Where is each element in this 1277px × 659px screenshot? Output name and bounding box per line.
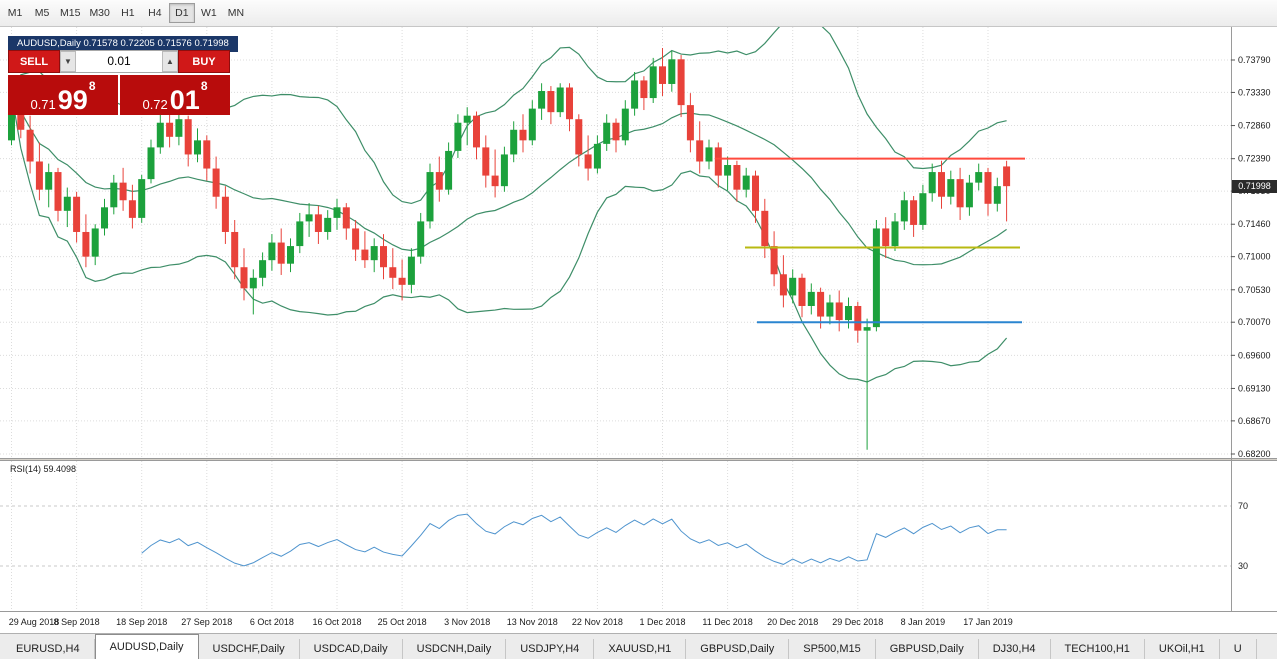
chart-window: 70300.737900.733300.728600.723900.719300… — [0, 27, 1277, 633]
grid-layer — [0, 27, 1231, 611]
timeframe-button-m15[interactable]: M15 — [56, 3, 84, 23]
buy-price-main: 01 — [169, 85, 200, 116]
price-scale-label: 0.68200 — [1238, 449, 1271, 459]
chart-tab-6-xauusd-h1[interactable]: XAUUSD,H1 — [594, 639, 687, 659]
date-axis-label: 18 Sep 2018 — [116, 617, 167, 627]
one-click-trading-panel: SELL ▼ 0.01 ▲ BUY 0.71 99 8 0.72 01 8 — [8, 50, 230, 115]
rsi-level-label-70: 70 — [1238, 501, 1248, 511]
timeframe-button-m1[interactable]: M1 — [2, 3, 28, 23]
price-scale-label: 0.71000 — [1238, 252, 1271, 262]
chart-tab-8-sp500-m15[interactable]: SP500,M15 — [789, 639, 876, 659]
timeframe-button-d1[interactable]: D1 — [168, 3, 195, 23]
price-scale-label: 0.69600 — [1238, 350, 1271, 360]
date-axis-label: 17 Jan 2019 — [963, 617, 1013, 627]
buy-price-display[interactable]: 0.72 01 8 — [120, 75, 230, 115]
current-price-label: 0.71998 — [1232, 179, 1277, 193]
volume-increase-button[interactable]: ▲ — [162, 51, 178, 72]
timeframe-button-m5[interactable]: M5 — [29, 3, 55, 23]
date-axis-label: 20 Dec 2018 — [767, 617, 818, 627]
rsi-level-label-30: 30 — [1238, 561, 1248, 571]
price-scale-label: 0.68670 — [1238, 416, 1271, 426]
rsi-line — [141, 513, 1007, 567]
bollinger-middle-band — [10, 92, 1007, 266]
sell-price-display[interactable]: 0.71 99 8 — [8, 75, 118, 115]
chart-tab-12-ukoil-h1[interactable]: UKOil,H1 — [1145, 639, 1220, 659]
volume-control[interactable]: ▼ 0.01 ▲ — [60, 50, 178, 73]
price-scale-label: 0.70530 — [1238, 285, 1271, 295]
timeframe-button-h4[interactable]: H4 — [142, 3, 168, 23]
candles-layer — [8, 48, 1011, 450]
chart-tab-5-usdjpy-h4[interactable]: USDJPY,H4 — [506, 639, 595, 659]
rsi-indicator-label: RSI(14) 59.4098 — [10, 464, 77, 474]
timeframe-button-h1[interactable]: H1 — [115, 3, 141, 23]
buy-price-prefix: 0.72 — [142, 96, 168, 112]
date-axis-label: 16 Oct 2018 — [312, 617, 361, 627]
chart-tabs-bar: EURUSD,H4 AUDUSD,Daily USDCHF,Daily USDCAD,… — [0, 633, 1277, 659]
sell-price-main: 99 — [57, 85, 88, 116]
date-axis-label: 1 Dec 2018 — [639, 617, 685, 627]
sell-price-prefix: 0.71 — [30, 96, 56, 112]
chart-tab-11-tech100-h1[interactable]: TECH100,H1 — [1051, 639, 1145, 659]
date-axis-label: 22 Nov 2018 — [572, 617, 623, 627]
price-scale-label: 0.73790 — [1238, 55, 1271, 65]
chart-tab-10-dj30-h4[interactable]: DJ30,H4 — [979, 639, 1051, 659]
volume-decrease-button[interactable]: ▼ — [60, 51, 76, 72]
price-scale-label: 0.72390 — [1238, 154, 1271, 164]
date-axis-label: 3 Nov 2018 — [444, 617, 490, 627]
timeframe-toolbar: M1 M5 M15 M30 H1 H4 D1 W1 MN — [0, 0, 1277, 27]
volume-value[interactable]: 0.01 — [107, 54, 131, 68]
date-axis-label: 8 Jan 2019 — [901, 617, 946, 627]
buy-button[interactable]: BUY — [178, 50, 230, 73]
chart-tab-1-audusd-daily[interactable]: AUDUSD,Daily — [94, 634, 199, 659]
price-scale-label: 0.69130 — [1238, 383, 1271, 393]
price-scale-label: 0.71460 — [1238, 219, 1271, 229]
chart-title-ohlc: AUDUSD,Daily 0.71578 0.72205 0.71576 0.7… — [8, 36, 238, 52]
panel-splitter[interactable] — [0, 458, 1277, 461]
chart-tab-9-gbpusd-daily[interactable]: GBPUSD,Daily — [876, 639, 979, 659]
date-axis-label: 11 Dec 2018 — [702, 617, 752, 627]
chart-tab-0-eurusd-h4[interactable]: EURUSD,H4 — [2, 639, 95, 659]
price-scale-label: 0.70070 — [1238, 317, 1271, 327]
bollinger-lower-band — [10, 93, 1008, 383]
sell-button[interactable]: SELL — [8, 50, 60, 73]
date-axis-label: 29 Dec 2018 — [832, 617, 883, 627]
timeframe-button-mn[interactable]: MN — [223, 3, 249, 23]
price-chart-canvas: 70300.737900.733300.728600.723900.719300… — [0, 27, 1277, 627]
price-scale-label: 0.72860 — [1238, 121, 1271, 131]
timeframe-button-w1[interactable]: W1 — [196, 3, 222, 23]
date-axis-label: 6 Oct 2018 — [250, 617, 294, 627]
date-axis-label: 27 Sep 2018 — [181, 617, 232, 627]
chart-tab-3-usdcad-daily[interactable]: USDCAD,Daily — [300, 639, 403, 659]
date-axis-label: 29 Aug 2018 — [9, 617, 60, 627]
chart-tab-4-usdcnh-daily[interactable]: USDCNH,Daily — [403, 639, 507, 659]
date-axis-label: 13 Nov 2018 — [507, 617, 558, 627]
date-axis-label: 8 Sep 2018 — [54, 617, 100, 627]
date-axis-label: 25 Oct 2018 — [378, 617, 427, 627]
chart-tab-13-u[interactable]: U — [1220, 639, 1257, 659]
chart-tab-2-usdchf-daily[interactable]: USDCHF,Daily — [199, 639, 300, 659]
buy-price-pip: 8 — [200, 79, 208, 93]
price-scale-label: 0.73330 — [1238, 87, 1271, 97]
sell-price-pip: 8 — [88, 79, 96, 93]
chart-tab-7-gbpusd-daily[interactable]: GBPUSD,Daily — [686, 639, 790, 659]
timeframe-button-m30[interactable]: M30 — [85, 3, 113, 23]
